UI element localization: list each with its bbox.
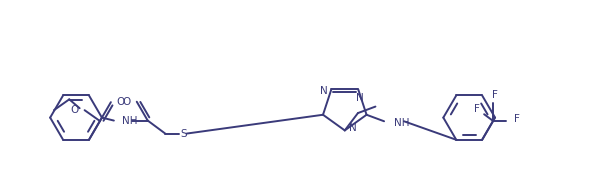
- Text: NH: NH: [394, 118, 409, 128]
- Text: NH: NH: [122, 116, 137, 125]
- Text: N: N: [319, 86, 327, 96]
- Text: O: O: [70, 105, 79, 115]
- Text: F: F: [474, 104, 480, 114]
- Text: F: F: [492, 90, 498, 100]
- Text: S: S: [181, 129, 187, 139]
- Text: N: N: [349, 123, 356, 133]
- Text: O: O: [117, 97, 125, 107]
- Text: N: N: [356, 93, 364, 103]
- Text: O: O: [123, 97, 131, 107]
- Text: F: F: [514, 114, 520, 124]
